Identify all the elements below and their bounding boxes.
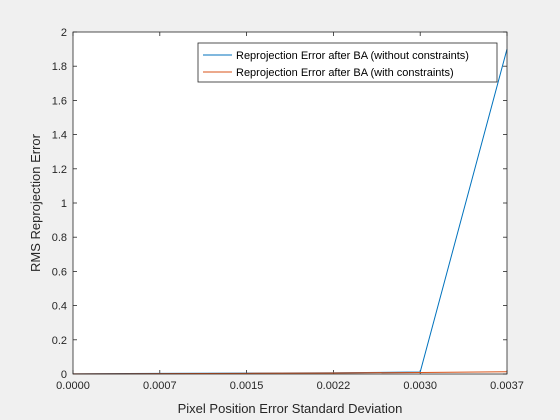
x-axis-ticks: 0.0000 0.0007 0.0015 0.0022 0.0030 0.0037: [56, 32, 524, 392]
y-axis-label: RMS Reprojection Error: [28, 133, 43, 272]
y-tick-label: 0.8: [52, 232, 67, 244]
legend: Reprojection Error after BA (without con…: [197, 42, 498, 83]
x-axis-label: Pixel Position Error Standard Deviation: [178, 401, 403, 416]
plot-frame: [72, 31, 508, 375]
x-tick-label: 0.0022: [317, 380, 351, 392]
y-tick-label: 1.6: [52, 95, 67, 107]
y-tick-label: 0: [61, 369, 67, 381]
x-tick-label: 0.0030: [403, 380, 437, 392]
y-tick-label: 0.2: [52, 335, 67, 347]
y-tick-label: 1.2: [52, 164, 67, 176]
y-tick-label: 2: [61, 27, 67, 39]
x-tick-label: 0.0037: [490, 380, 524, 392]
plot-area: [73, 32, 507, 374]
y-tick-label: 0.6: [52, 266, 67, 278]
y-tick-label: 1: [61, 198, 67, 210]
legend-label-2: Reprojection Error after BA (with constr…: [236, 67, 454, 79]
x-tick-label: 0.0015: [230, 380, 264, 392]
y-tick-label: 1.4: [52, 130, 67, 142]
y-tick-label: 1.8: [52, 61, 67, 73]
y-tick-label: 0.4: [52, 301, 67, 313]
legend-label-1: Reprojection Error after BA (without con…: [236, 50, 469, 62]
x-tick-label: 0.0000: [56, 380, 90, 392]
legend-box: [197, 42, 498, 83]
x-tick-label: 0.0007: [143, 380, 177, 392]
